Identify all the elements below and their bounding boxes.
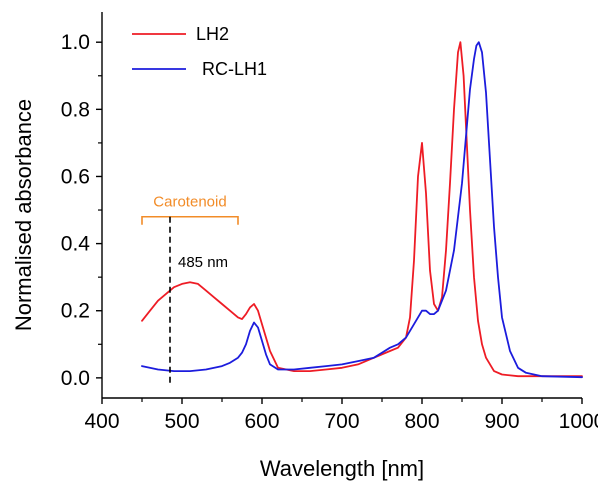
y-tick-label: 0.8: [61, 98, 90, 121]
y-axis-ticks: 0.0 0.2 0.4 0.6 0.8 1.0: [61, 31, 102, 390]
y-tick-label: 0.6: [61, 165, 90, 188]
x-tick-label: 800: [404, 410, 439, 433]
x-tick-label: 700: [324, 410, 359, 433]
y-tick-label: 0.2: [61, 300, 90, 323]
legend-label-lh2: LH2: [196, 24, 229, 44]
wavelength-marker-label: 485 nm: [178, 254, 228, 271]
legend: LH2 RC-LH1: [132, 24, 267, 79]
y-tick-label: 0.4: [61, 233, 91, 256]
y-axis-title: Normalised absorbance: [11, 99, 36, 331]
annotations: Carotenoid 485 nm: [141, 194, 239, 385]
series-lines: [141, 41, 583, 379]
series-line-lh2: [141, 41, 583, 378]
carotenoid-bracket: [141, 215, 239, 225]
y-tick-label: 1.0: [61, 31, 90, 54]
series-line-rc-lh1: [141, 41, 583, 379]
legend-label-rc-lh1: RC-LH1: [202, 59, 267, 79]
x-tick-label: 600: [244, 410, 279, 433]
carotenoid-label: Carotenoid: [153, 194, 226, 211]
x-axis-title: Wavelength [nm]: [260, 456, 424, 481]
y-tick-label: 0.0: [61, 367, 90, 390]
x-tick-label: 900: [484, 410, 519, 433]
x-tick-label: 400: [84, 410, 119, 433]
x-tick-label: 500: [164, 410, 199, 433]
